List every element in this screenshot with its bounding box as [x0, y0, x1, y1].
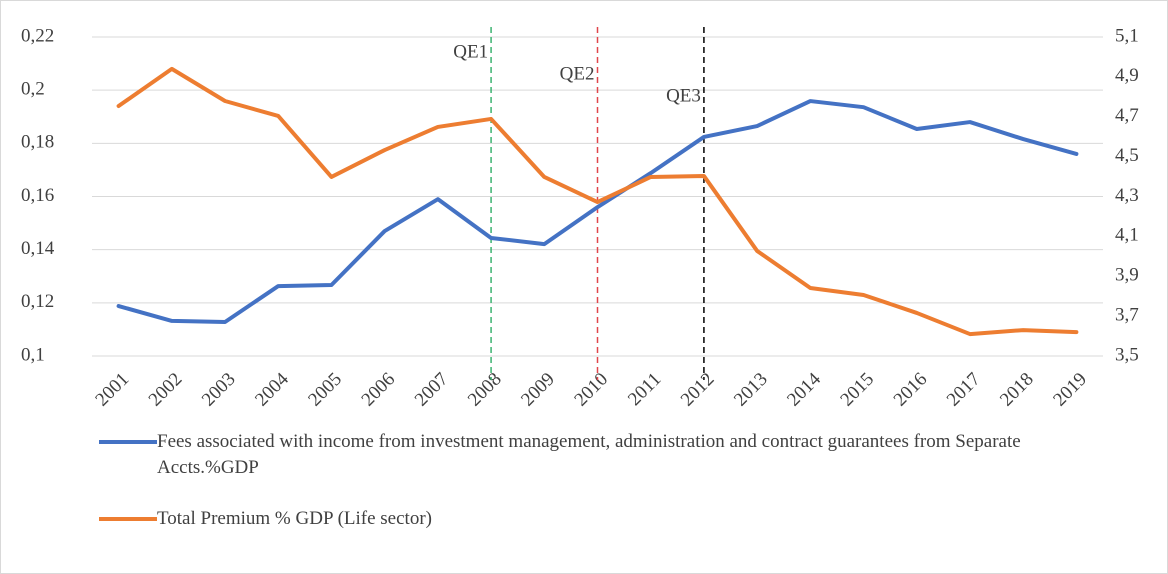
x-tick-label: 2014: [783, 368, 825, 410]
y2-tick-label: 3,9: [1115, 265, 1139, 286]
x-tick-label: 2008: [464, 369, 506, 411]
y-tick-label: 0,18: [21, 132, 54, 153]
x-tick-label: 2004: [251, 368, 293, 410]
y-tick-label: 0,12: [21, 291, 54, 312]
y2-tick-label: 3,5: [1115, 344, 1139, 365]
y2-tick-label: 4,1: [1115, 225, 1139, 246]
y2-tick-label: 4,9: [1115, 65, 1139, 86]
y-tick-label: 0,22: [21, 25, 54, 46]
annotation-label: QE1: [453, 41, 488, 62]
y-tick-label: 0,1: [21, 344, 45, 365]
x-tick-label: 2003: [198, 369, 240, 411]
y2-tick-label: 3,7: [1115, 304, 1139, 325]
x-tick-label: 2015: [836, 369, 878, 411]
legend-swatch: [99, 440, 157, 444]
series-line: [116, 66, 1079, 337]
x-tick-label: 2013: [730, 369, 772, 411]
y2-tick-label: 5,1: [1115, 25, 1139, 46]
y-tick-label: 0,14: [21, 238, 55, 259]
x-tick-label: 2006: [358, 369, 400, 411]
legend-label: Fees associated with income from investm…: [157, 431, 1021, 478]
series-line: [116, 99, 1079, 324]
y2-tick-label: 4,3: [1115, 185, 1139, 206]
x-tick-label: 2019: [1049, 369, 1091, 411]
x-tick-label: 2012: [677, 369, 719, 411]
x-tick-label: 2011: [624, 369, 665, 410]
x-tick-label: 2007: [411, 369, 453, 411]
legend-swatch: [99, 517, 157, 521]
legend-item: Total Premium % GDP (Life sector): [99, 506, 1099, 532]
x-tick-label: 2009: [517, 369, 559, 411]
x-tick-label: 2001: [92, 369, 134, 411]
x-tick-label: 2017: [943, 369, 985, 411]
y2-tick-label: 4,7: [1115, 105, 1139, 126]
x-tick-label: 2010: [570, 369, 612, 411]
legend-label: Total Premium % GDP (Life sector): [157, 508, 432, 529]
y-tick-label: 0,16: [21, 185, 54, 206]
x-tick-label: 2016: [890, 369, 932, 411]
annotation-label: QE2: [560, 63, 595, 84]
annotation-label: QE3: [666, 85, 701, 106]
x-tick-label: 2018: [996, 369, 1038, 411]
y-tick-label: 0,2: [21, 79, 45, 100]
y2-tick-label: 4,5: [1115, 145, 1139, 166]
x-tick-label: 2005: [304, 369, 346, 411]
legend-item: Fees associated with income from investm…: [99, 429, 1099, 481]
x-tick-label: 2002: [145, 369, 187, 411]
